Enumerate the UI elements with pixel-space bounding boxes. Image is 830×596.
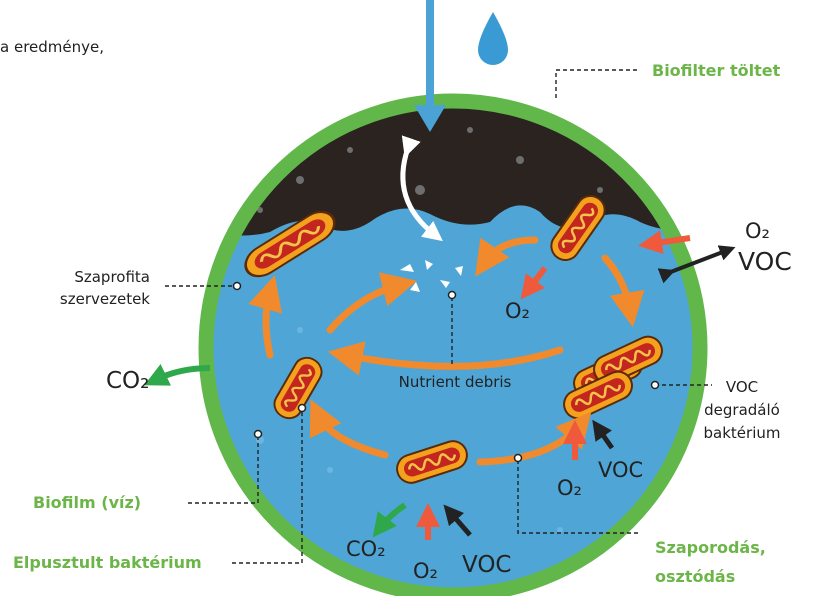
chemical: VOC: [738, 247, 792, 276]
chemical: VOC: [462, 552, 512, 578]
nutrient-label: Nutrient debris: [399, 373, 512, 391]
chemical: CO₂: [106, 368, 149, 394]
diagram: a eredménye, Biofilter töltet Szaprofita…: [0, 0, 830, 596]
chemical: O₂: [505, 299, 530, 323]
biofilm-label: Biofilm (víz): [33, 493, 141, 512]
chemical: O₂: [413, 559, 438, 583]
voc-bacteria-label: VOC: [726, 378, 758, 396]
chemical: CO₂: [346, 537, 386, 561]
voc-bacteria-label: degradáló: [704, 401, 780, 419]
top-text: a eredménye,: [0, 38, 104, 56]
chemical: O₂: [557, 476, 582, 500]
chemical: VOC: [598, 458, 643, 482]
reproduction-label: osztódás: [655, 567, 735, 586]
biofilter-label: Biofilter töltet: [652, 61, 781, 80]
dead-label: Elpusztult baktérium: [13, 553, 202, 572]
reproduction-label: Szaporodás,: [655, 538, 766, 557]
voc-bacteria-label: baktérium: [704, 424, 781, 442]
chemical: O₂: [745, 219, 770, 243]
saprophyte-label: Szaprofita: [74, 268, 150, 286]
saprophyte-label: szervezetek: [60, 290, 150, 308]
